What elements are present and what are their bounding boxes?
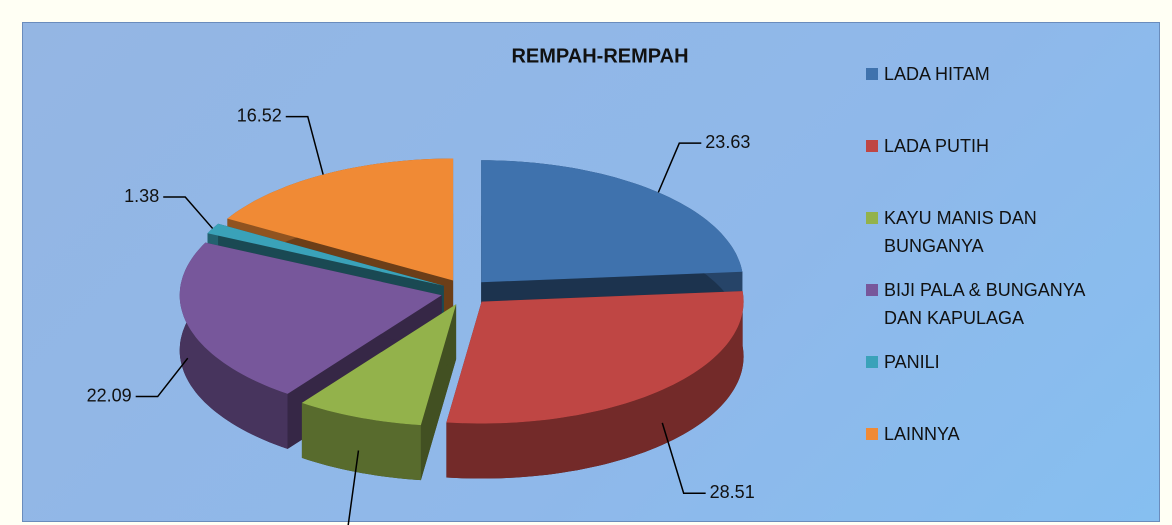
leader-line xyxy=(347,450,360,525)
legend-item: KAYU MANIS DAN BUNGANYA xyxy=(866,204,1136,260)
legend-label: KAYU MANIS DAN BUNGANYA xyxy=(884,208,1037,256)
legend-swatch xyxy=(866,140,878,152)
data-label: 1.38 xyxy=(124,186,159,206)
leader-line xyxy=(285,115,324,175)
legend-label: LAINNYA xyxy=(884,424,960,444)
legend-item: LADA PUTIH xyxy=(866,132,1136,160)
slice-side xyxy=(179,242,288,449)
leader-line xyxy=(657,142,702,193)
data-label: 16.52 xyxy=(237,105,282,125)
data-label: 28.51 xyxy=(710,482,755,502)
legend-label: BIJI PALA & BUNGANYA DAN KAPULAGA xyxy=(884,280,1085,328)
leader-line xyxy=(163,196,214,229)
slice-side xyxy=(446,291,744,479)
data-label: 22.09 xyxy=(87,385,132,405)
legend-label: LADA HITAM xyxy=(884,64,990,84)
slice-side xyxy=(301,402,421,481)
legend-item: BIJI PALA & BUNGANYA DAN KAPULAGA xyxy=(866,276,1136,332)
legend-label: LADA PUTIH xyxy=(884,136,990,156)
data-label: 23.63 xyxy=(705,132,750,152)
legend-swatch xyxy=(866,212,878,224)
legend-swatch xyxy=(866,356,878,368)
legend-swatch xyxy=(866,428,878,440)
legend-item: LAINNYA xyxy=(866,420,1136,448)
legend-label: PANILI xyxy=(884,352,940,372)
legend-swatch xyxy=(866,284,878,296)
slice xyxy=(481,160,743,283)
slice xyxy=(207,223,444,286)
leader-line xyxy=(135,357,189,398)
slice xyxy=(446,291,744,424)
legend-item: LADA HITAM xyxy=(866,60,1136,88)
slice xyxy=(227,158,454,281)
data-label: 7.87 xyxy=(286,523,321,525)
legend-item: PANILI xyxy=(866,348,1136,376)
slice xyxy=(301,304,457,426)
legend-swatch xyxy=(866,68,878,80)
leader-line xyxy=(661,422,706,494)
chart-title: REMPAH-REMPAH xyxy=(511,45,688,67)
slice xyxy=(179,242,442,394)
